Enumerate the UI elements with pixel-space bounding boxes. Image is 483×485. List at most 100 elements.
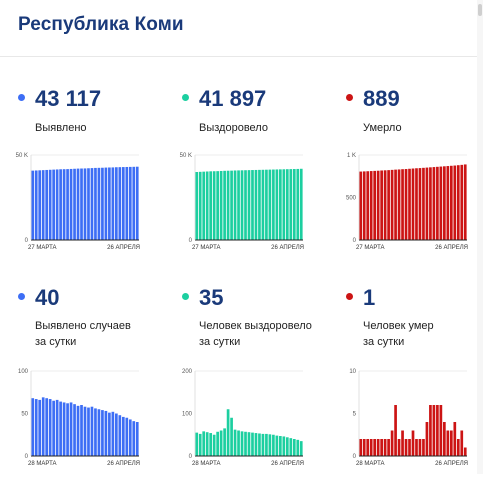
bar (94, 167, 97, 240)
bar (212, 434, 216, 456)
bar (422, 439, 425, 456)
bar (282, 436, 286, 456)
bar (254, 433, 258, 456)
bar (422, 167, 425, 240)
bar (209, 171, 213, 240)
bar (397, 169, 401, 240)
bar (247, 432, 251, 456)
stat-value: 35 (199, 285, 224, 310)
bar (432, 405, 436, 456)
bar (66, 169, 69, 240)
header-divider (0, 56, 483, 57)
bar (135, 422, 139, 456)
bar (111, 411, 115, 456)
bar (104, 167, 108, 240)
bar (449, 430, 453, 456)
bar (261, 169, 265, 240)
bar-chart: 50 K 027 МАРТА 26 АПРЕЛЯ (180, 153, 304, 251)
series-dot (18, 94, 25, 101)
bar-chart: 1 K 500 027 МАРТА 26 АПРЕЛЯ (346, 153, 468, 251)
bar (380, 170, 383, 240)
bar (383, 439, 387, 456)
bar (59, 401, 62, 456)
bar (55, 399, 59, 456)
x-tick-label-end: 26 АПРЕЛЯ (271, 461, 304, 467)
bar (38, 399, 42, 456)
bar (415, 168, 418, 240)
bar (121, 167, 125, 240)
bar (80, 168, 83, 240)
bar (366, 439, 370, 456)
y-tick-label: 100 (18, 369, 29, 375)
bar (359, 171, 363, 240)
bar (446, 430, 450, 456)
bar (66, 403, 69, 456)
bar (415, 439, 418, 456)
bar (404, 439, 408, 456)
bar (205, 432, 209, 456)
stat-value: 889 (363, 86, 400, 111)
bar (460, 430, 464, 456)
bar (202, 431, 206, 456)
bar (212, 171, 216, 240)
stat-card-deaths-daily: 1 Человек умер за сутки 10 5 0 28 МАРТА 26 АП… (346, 285, 483, 485)
bar (240, 170, 244, 240)
bar (216, 431, 219, 456)
bar (268, 169, 272, 240)
bar (446, 166, 450, 240)
bar (397, 439, 401, 456)
bar (299, 168, 303, 240)
bar (460, 164, 464, 240)
bar-chart: 200 100 028 МАРТА 26 АПРЕЛЯ (182, 369, 304, 467)
y-tick-label: 0 (189, 454, 193, 460)
x-tick-label-end: 26 АПРЕЛЯ (107, 461, 140, 467)
stat-label: Выявлено случаев за сутки (35, 320, 131, 348)
bar (296, 439, 300, 456)
bar (83, 168, 87, 240)
scrollbar[interactable] (477, 0, 483, 474)
bar (125, 166, 129, 240)
bar (233, 429, 237, 456)
x-tick-label-start: 28 МАРТА (28, 461, 57, 467)
bar (275, 435, 279, 456)
bar (404, 169, 408, 240)
bar-chart: 10 5 028 МАРТА 26 АПРЕЛЯ (349, 369, 468, 467)
bar (226, 170, 230, 240)
bar (87, 168, 90, 240)
bar (443, 422, 446, 456)
bar (202, 171, 206, 240)
bar (198, 433, 202, 456)
bar (449, 165, 453, 240)
bar (45, 398, 49, 456)
x-tick-label-end: 26 АПРЕЛЯ (107, 245, 140, 251)
bar (55, 169, 59, 240)
bar (282, 169, 286, 240)
bar (90, 168, 94, 240)
stat-card-recovered-daily: 35 Человек выздоровело за сутки 200 100 0 28… (182, 285, 332, 485)
bar (108, 167, 111, 240)
bar (132, 166, 136, 240)
bar (366, 171, 370, 240)
bar (195, 432, 199, 456)
bar (411, 430, 415, 456)
series-dot (182, 293, 189, 300)
bar (198, 171, 202, 240)
bar-chart: 100 50 028 МАРТА 26 АПРЕЛЯ (18, 369, 140, 467)
scrollbar-thumb[interactable] (478, 4, 482, 16)
bar (101, 167, 104, 240)
y-tick-label: 200 (182, 369, 193, 375)
stat-value: 1 (363, 285, 376, 310)
bar (411, 168, 415, 240)
stat-card-deaths-total: 889 Умерло 1 K 500 0 27 МАРТА 26 АПРЕЛЯ (346, 86, 483, 286)
bar (443, 166, 446, 240)
y-tick-label: 10 (349, 369, 356, 375)
bar (73, 168, 76, 240)
bar (279, 169, 282, 240)
bar (69, 402, 73, 456)
bar (418, 439, 422, 456)
bar (205, 171, 209, 240)
bar (254, 169, 258, 240)
bar (94, 408, 97, 456)
bar (456, 165, 460, 240)
y-tick-label: 5 (353, 412, 357, 418)
